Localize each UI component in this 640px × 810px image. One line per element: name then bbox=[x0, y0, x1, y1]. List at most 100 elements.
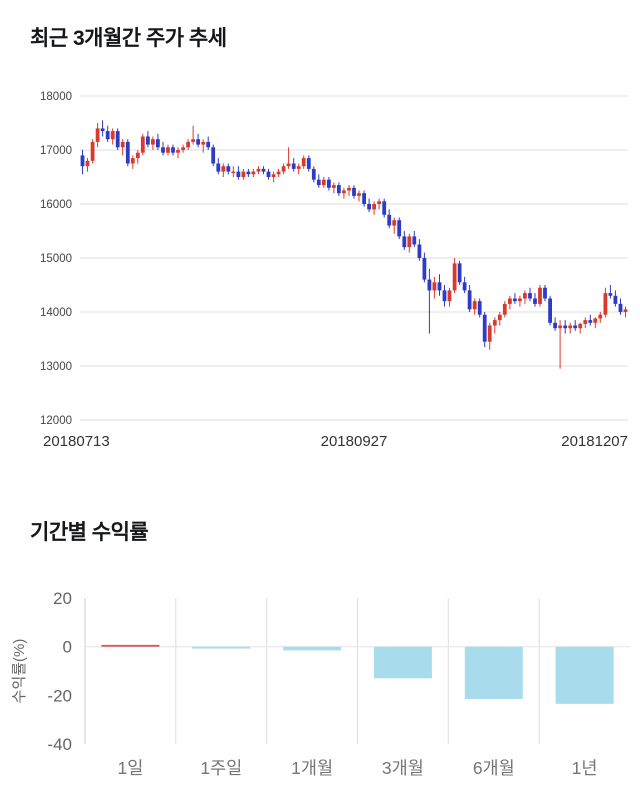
candle-body bbox=[347, 187, 351, 191]
candle-body bbox=[256, 168, 261, 172]
y-axis-tick-label: 17000 bbox=[40, 145, 72, 157]
candle-body bbox=[196, 139, 200, 145]
x-axis-date-label: 20181207 bbox=[561, 433, 628, 450]
candle-body bbox=[221, 166, 226, 172]
candle-body bbox=[578, 323, 583, 329]
candle-body bbox=[402, 236, 407, 248]
x-axis-date-label: 20180713 bbox=[43, 433, 110, 450]
y-axis-tick-label: -40 bbox=[47, 735, 72, 754]
candle-body bbox=[603, 293, 608, 315]
candle-body bbox=[286, 163, 291, 167]
candle-body bbox=[573, 325, 578, 329]
candle-body bbox=[266, 171, 271, 177]
candle-body bbox=[291, 163, 296, 169]
candle-body bbox=[432, 282, 437, 291]
candle-body bbox=[588, 320, 593, 323]
return-bar bbox=[555, 646, 614, 704]
candle-body bbox=[442, 290, 447, 302]
candle-body bbox=[492, 320, 497, 326]
candle-body bbox=[161, 147, 165, 153]
y-axis-tick-label: 14000 bbox=[40, 307, 72, 319]
candle-body bbox=[156, 139, 160, 148]
returns-bar-chart: 20 0 -20 -40 1일 1주일 1개월 3개월 6개월 1년 수익률(%) bbox=[11, 589, 630, 778]
candle-body bbox=[568, 325, 573, 329]
category-label: 3개월 bbox=[382, 758, 424, 778]
return-bar bbox=[283, 646, 342, 651]
return-bar bbox=[373, 646, 432, 679]
category-label: 1년 bbox=[572, 758, 598, 778]
candle-body bbox=[241, 171, 246, 177]
candle-body bbox=[321, 179, 326, 186]
candle-body bbox=[95, 128, 100, 142]
candle-body bbox=[306, 158, 311, 169]
candle-body bbox=[417, 244, 422, 258]
candle-body bbox=[508, 298, 512, 304]
candle-body bbox=[246, 171, 251, 175]
category-label: 6개월 bbox=[473, 758, 515, 778]
candle-body bbox=[120, 141, 125, 148]
candle-body bbox=[211, 147, 216, 164]
candle-body bbox=[502, 303, 507, 315]
candle-body bbox=[140, 136, 145, 153]
candle-body bbox=[271, 174, 276, 177]
candle-body bbox=[412, 236, 417, 245]
candle-body bbox=[110, 131, 115, 140]
candle-body bbox=[533, 298, 537, 304]
candle-body bbox=[146, 136, 150, 145]
category-label: 1일 bbox=[117, 758, 143, 778]
candle-body bbox=[130, 158, 135, 164]
candle-body bbox=[497, 314, 502, 321]
candle-body bbox=[301, 158, 306, 167]
returns-chart-title: 기간별 수익률 bbox=[30, 521, 149, 544]
candle-body bbox=[392, 220, 397, 226]
candle-body bbox=[452, 263, 457, 291]
candle-body bbox=[598, 314, 603, 319]
candle-body bbox=[100, 128, 105, 132]
candle-body bbox=[166, 147, 170, 153]
candle-body bbox=[382, 201, 387, 215]
candle-body bbox=[251, 171, 256, 175]
candle-body bbox=[342, 190, 346, 194]
candle-body bbox=[518, 298, 522, 302]
candle-body bbox=[528, 293, 532, 299]
candle-body bbox=[316, 179, 321, 186]
candle-body bbox=[151, 139, 155, 145]
return-bar bbox=[464, 646, 523, 699]
candle-body bbox=[216, 163, 221, 172]
price-candlestick-chart: 18000 17000 16000 15000 14000 13000 12000 20180… bbox=[40, 91, 628, 450]
candle-body bbox=[176, 150, 180, 153]
candle-body bbox=[387, 214, 392, 226]
candle-body bbox=[171, 147, 175, 153]
y-axis-tick-label: 12000 bbox=[40, 415, 72, 427]
candle-body bbox=[538, 287, 542, 304]
candle-body bbox=[115, 131, 120, 148]
candle-body bbox=[462, 282, 467, 291]
candle-body bbox=[427, 279, 432, 291]
candle-body bbox=[623, 309, 628, 312]
candle-body bbox=[558, 325, 562, 329]
y-axis-tick-label: 20 bbox=[53, 589, 72, 608]
candle-body bbox=[583, 320, 588, 324]
candle-body bbox=[422, 258, 427, 280]
candle-body bbox=[367, 204, 371, 210]
candle-body bbox=[135, 152, 140, 159]
y-axis-title: 수익률(%) bbox=[11, 639, 28, 704]
y-axis-tick-label: 18000 bbox=[40, 91, 72, 103]
candle-body bbox=[477, 301, 482, 315]
x-axis-date-label: 20180927 bbox=[321, 433, 388, 450]
candle-body bbox=[447, 290, 452, 302]
candle-body bbox=[311, 168, 316, 180]
y-axis-tick-label: -20 bbox=[47, 686, 72, 705]
candle-body bbox=[105, 131, 110, 140]
candle-body bbox=[523, 293, 527, 299]
candle-body bbox=[201, 141, 206, 145]
candle-body bbox=[191, 139, 195, 142]
candle-body bbox=[543, 287, 547, 299]
candle-body bbox=[357, 193, 361, 196]
candle-body bbox=[80, 155, 85, 167]
y-axis-tick-label: 13000 bbox=[40, 361, 72, 373]
candle-body bbox=[332, 185, 336, 188]
return-bar bbox=[101, 644, 160, 647]
candle-body bbox=[593, 318, 598, 323]
